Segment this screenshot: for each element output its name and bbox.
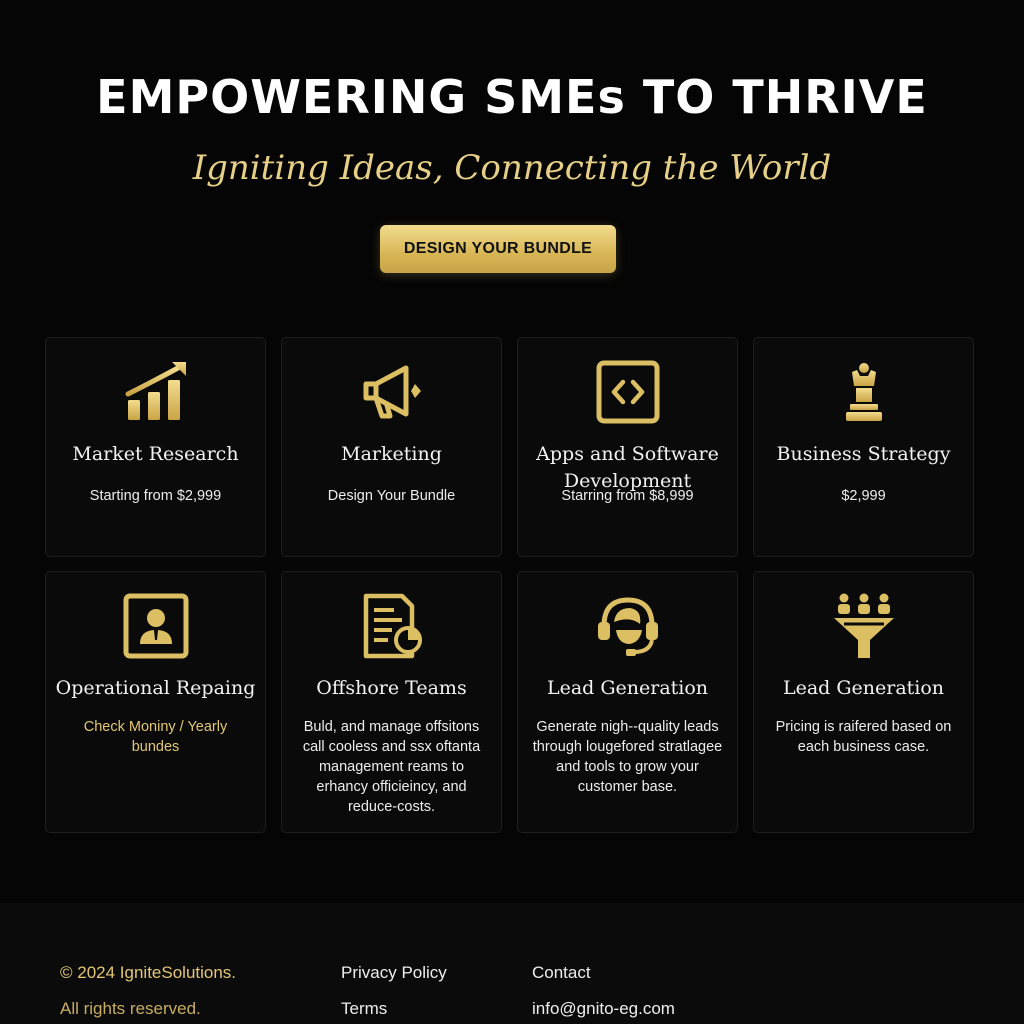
user-portrait-icon <box>46 592 265 660</box>
service-title: Lead Generation <box>546 677 709 699</box>
lead-funnel-icon <box>754 592 973 660</box>
design-bundle-button[interactable]: DESIGN YOUR BUNDLE <box>380 225 616 273</box>
service-desc: Starting from $2,999 <box>89 488 222 504</box>
chess-piece-icon <box>754 358 973 426</box>
service-title: Operational Repaing <box>55 677 256 699</box>
contact-link[interactable]: Contact <box>532 963 591 982</box>
services-grid: Market Research Starting from $2,999 Mar… <box>45 337 974 833</box>
service-desc: Buld, and manage offsitons call cooless … <box>302 719 481 815</box>
service-title: Lead Generation <box>782 677 945 699</box>
service-card-operational[interactable]: Operational Repaing Check Moniny / Yearl… <box>45 571 266 833</box>
footer-copyright: © 2024 IgniteSolutions. <box>60 963 237 982</box>
service-desc: Check Moniny / Yearly bundes <box>83 719 228 755</box>
service-title: Offshore Teams <box>316 677 467 699</box>
service-card-offshore-teams[interactable]: Offshore Teams Buld, and manage offsiton… <box>281 571 502 833</box>
service-card-market-research[interactable]: Market Research Starting from $2,999 <box>45 337 266 557</box>
service-card-business-strategy[interactable]: Business Strategy $2,999 <box>753 337 974 557</box>
service-desc: $2,999 <box>841 488 886 504</box>
headset-support-icon <box>518 592 737 660</box>
service-desc: Generate nigh--quality leads through lou… <box>532 719 723 795</box>
megaphone-icon <box>282 358 501 426</box>
code-brackets-icon <box>518 358 737 426</box>
contact-email-link[interactable]: info@gnito-eg.com <box>532 999 675 1018</box>
footer-rights: All rights reserved. <box>60 999 201 1018</box>
hero-subtitle: Igniting Ideas, Connecting the World <box>192 148 832 188</box>
service-card-apps-software[interactable]: Apps and Software Development Starring f… <box>517 337 738 557</box>
privacy-policy-link[interactable]: Privacy Policy <box>341 963 447 982</box>
hero-title: EMPOWERING SMEs TO THRIVE <box>96 70 928 124</box>
service-title: Business Strategy <box>776 443 951 465</box>
service-card-lead-generation[interactable]: Lead Generation Generate nigh--quality l… <box>517 571 738 833</box>
service-card-lead-generation-funnel[interactable]: Lead Generation Pricing is raifered base… <box>753 571 974 833</box>
bar-chart-growth-icon <box>46 358 265 426</box>
service-title: Market Research <box>72 443 239 465</box>
service-card-marketing[interactable]: Marketing Design Your Bundle <box>281 337 502 557</box>
service-desc: Design Your Bundle <box>327 488 456 504</box>
service-title: Marketing <box>341 443 442 465</box>
service-desc: Starring from $8,999 <box>561 488 694 504</box>
service-title: Apps and Software Development <box>536 443 719 492</box>
document-chart-icon <box>282 592 501 660</box>
service-desc: Pricing is raifered based on each busine… <box>775 719 952 755</box>
site-footer: © 2024 IgniteSolutions. All rights reser… <box>0 903 1024 1024</box>
terms-link[interactable]: Terms <box>341 999 388 1018</box>
